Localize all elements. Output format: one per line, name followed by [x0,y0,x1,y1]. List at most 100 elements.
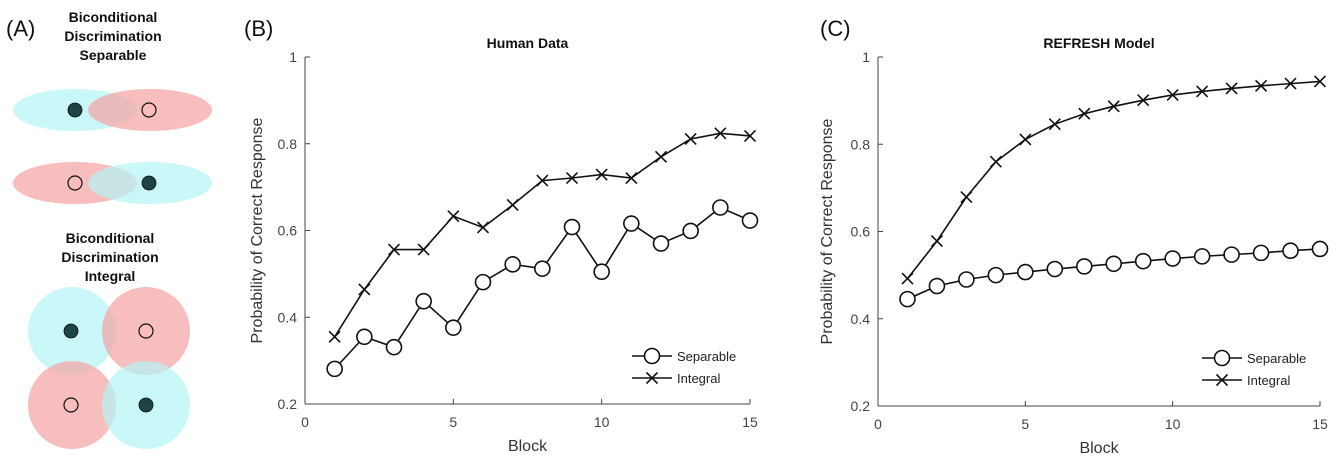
data-point-integral [1166,88,1179,102]
data-point-integral [358,283,371,296]
data-point-separable [987,266,1005,284]
x-tick-label: 0 [301,414,309,430]
x-marker-stroke [1107,100,1120,113]
data-point-integral [1313,75,1327,88]
x-axis-label: Block [508,438,548,455]
separable-title-line-1: Biconditional [69,9,158,25]
chart-human-data: 0 5 10 15 0.2 0.4 0.6 0.8 1 Human Data Block Probab… [249,35,759,455]
data-point-separable [504,256,521,273]
data-point-separable [415,292,432,310]
legend-marker [645,371,659,385]
y-axis-label: Probability of Correct Response [249,117,266,343]
data-point-separable [1311,240,1329,258]
data-point-integral [476,221,490,234]
x-tick-label: 15 [742,414,758,430]
data-point-integral [328,330,341,343]
data-point-integral [1107,100,1120,113]
data-point-separable [474,273,492,291]
integral-red-circle [102,287,190,375]
data-point-integral [989,155,1002,168]
data-point-separable [563,218,581,236]
x-marker-stroke [1225,82,1238,95]
data-point-separable [1134,252,1152,270]
y-axis-label: Probability of Correct Response [819,118,836,344]
panel-letter-c: (C) [820,16,851,41]
legend-marker [643,347,661,365]
data-point-separable [652,235,670,252]
data-point-separable [1164,250,1181,267]
x-marker-stroke [714,127,727,140]
data-point-separable [1075,258,1093,275]
data-point-separable [534,260,551,277]
chart-title: Human Data [487,35,569,51]
legend-marker [1215,373,1229,387]
data-point-separable [326,360,343,378]
stimulus-diagram: Biconditional Discrimination Separable B… [13,9,212,449]
legend-entry: Separable [1247,351,1306,366]
data-point-separable [593,263,610,281]
data-point-separable [1105,255,1123,273]
data-point-separable [899,290,916,308]
data-point-integral [684,132,697,146]
x-marker-stroke [417,243,430,256]
data-point-integral [654,150,668,163]
data-point-separable [958,271,975,288]
data-point-integral [387,243,401,256]
hollow-dot [138,323,154,339]
hollow-dot [67,175,83,191]
chart-title: REFRESH Model [1043,35,1154,51]
x-marker-stroke [960,190,973,204]
data-point-integral [1078,107,1091,120]
filled-dot [67,102,83,118]
x-marker-stroke [595,168,608,181]
data-point-separable [741,212,759,229]
y-tick-label: 0.8 [851,136,871,152]
data-point-separable [1046,260,1064,278]
integral-title-line-1: Biconditional [66,230,155,246]
data-point-integral [506,198,519,211]
data-point-integral [417,243,430,256]
legend-entry: Integral [677,371,720,386]
x-marker-stroke [358,283,371,296]
filled-dot [138,397,154,413]
data-point-integral [536,174,549,187]
data-point-separable [1193,248,1211,265]
x-tick-label: 10 [594,414,610,430]
data-point-separable [1282,242,1299,259]
separable-title-line-3: Separable [80,47,147,63]
x-marker-stroke [1078,107,1091,120]
data-point-separable [682,222,699,240]
data-point-integral [930,235,943,248]
y-tick-label: 0.8 [278,136,298,152]
x-marker-stroke [989,155,1002,168]
x-marker-stroke [743,129,757,143]
data-point-integral [1048,118,1061,131]
filled-dot [63,323,79,339]
x-marker-stroke [1196,85,1209,98]
x-marker-stroke [1166,88,1179,102]
data-point-integral [1137,94,1150,107]
data-point-separable [928,277,946,295]
y-tick-label: 0.6 [278,223,298,239]
x-marker-stroke [1313,75,1327,88]
x-tick-label: 5 [1021,416,1029,432]
data-point-integral [1225,82,1238,95]
x-marker-stroke [1019,133,1032,146]
integral-title-line-2: Discrimination [61,249,158,265]
data-point-separable [712,199,729,216]
separable-title-line-2: Discrimination [64,28,161,44]
legend-marker [1213,349,1231,367]
x-marker-stroke [901,272,914,285]
data-point-integral [1255,79,1268,92]
hollow-dot [141,102,157,118]
legend-entry: Integral [1247,373,1290,388]
x-tick-label: 0 [874,416,882,432]
x-marker-stroke [447,210,460,223]
y-tick-label: 0.4 [851,311,871,327]
integral-red-circle [28,361,116,449]
separable-red-ellipse [88,89,212,131]
x-marker-stroke [1137,94,1150,107]
data-point-separable [1223,246,1240,263]
data-point-integral [901,272,914,285]
